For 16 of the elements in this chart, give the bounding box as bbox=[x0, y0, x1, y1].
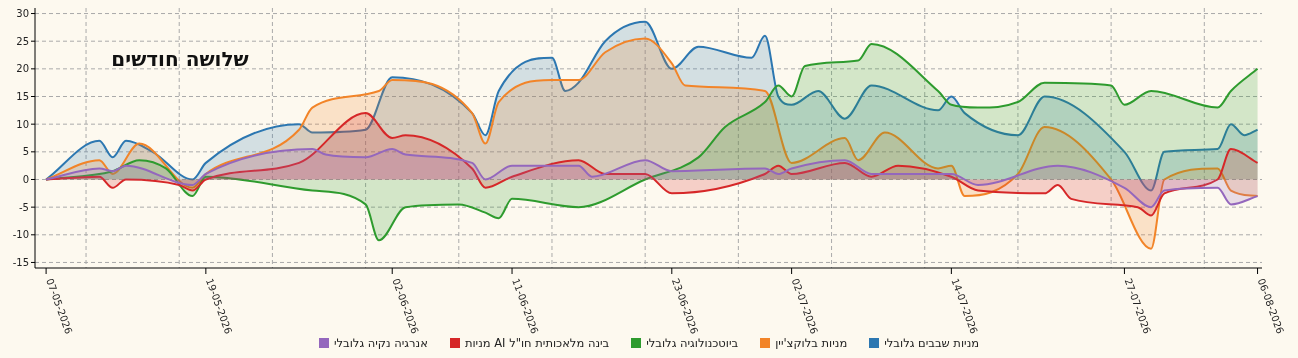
y-tick-label: 20 bbox=[16, 63, 29, 75]
y-tick-label: 0 bbox=[22, 173, 29, 185]
y-tick-label: -10 bbox=[12, 229, 29, 241]
y-tick-label: 5 bbox=[22, 146, 29, 158]
legend-label: אנרגיה נקיה גלובלי bbox=[333, 336, 428, 350]
y-tick-label: 30 bbox=[16, 8, 29, 20]
legend-label: בינה מלאכותית חו"ל AI מניות bbox=[464, 336, 610, 350]
y-tick-label: -15 bbox=[12, 256, 29, 268]
y-tick-label: -5 bbox=[19, 201, 29, 213]
y-tick-label: 10 bbox=[16, 118, 29, 130]
text: שלושה חודשים bbox=[111, 47, 249, 71]
legend-label: ביוטכנולוגיה גלובלי bbox=[646, 336, 739, 350]
legend-label: מניות שבבים גלובלי bbox=[884, 336, 980, 350]
legend-label: מניות בלוקצ'יין bbox=[775, 336, 848, 350]
y-tick-label: 15 bbox=[16, 91, 29, 103]
y-tick-label: 25 bbox=[16, 35, 29, 47]
